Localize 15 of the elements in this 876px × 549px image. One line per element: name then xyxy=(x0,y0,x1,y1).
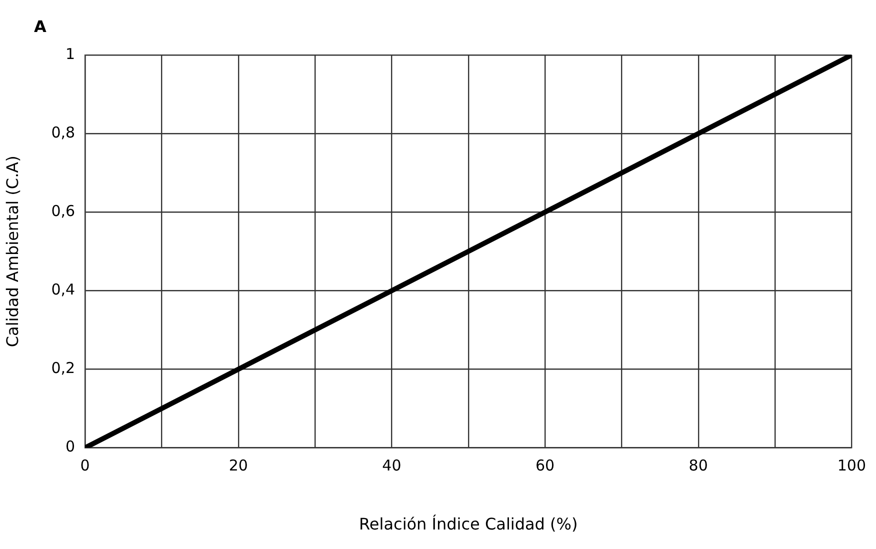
x-tick-label: 80 xyxy=(688,456,708,475)
x-tick-label: 20 xyxy=(228,456,248,475)
y-axis-title: Calidad Ambiental (C.A) xyxy=(2,156,22,348)
text: A xyxy=(34,17,47,36)
y-tick-label: 1 xyxy=(66,44,76,63)
x-axis-title: Relación Índice Calidad (%) xyxy=(359,514,578,534)
x-tick-label: 40 xyxy=(382,456,402,475)
y-tick-label: 0,6 xyxy=(51,202,76,220)
x-tick-label: 0 xyxy=(80,456,90,475)
y-tick-label: 0,2 xyxy=(51,359,76,378)
y-tick-label: 0 xyxy=(66,438,76,456)
x-tick-label: 60 xyxy=(535,456,555,475)
y-tick-label: 0,8 xyxy=(51,123,76,142)
y-tick-label: 0,4 xyxy=(51,280,76,299)
x-tick-label: 100 xyxy=(837,456,866,475)
